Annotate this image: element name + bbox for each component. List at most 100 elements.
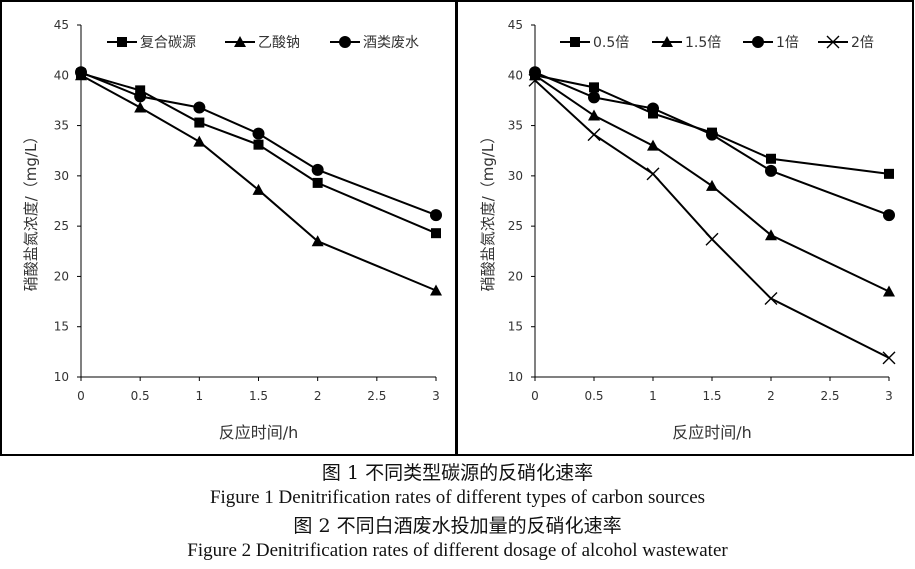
legend-label: 复合碳源 — [140, 34, 196, 51]
data-point — [430, 284, 442, 296]
legend-label: 1.5倍 — [685, 35, 721, 51]
data-point — [647, 102, 659, 115]
y-tick-label: 40 — [54, 68, 69, 82]
y-tick-label: 15 — [508, 320, 523, 334]
series-1倍 — [529, 66, 895, 222]
y-tick-label: 10 — [54, 370, 69, 384]
legend-item: 复合碳源 — [107, 34, 196, 51]
series-酒类废水 — [75, 66, 442, 222]
series-复合碳源 — [76, 68, 441, 239]
chart-1: 10 15 20 25 30 35 40 45 0 0.5 1 1.5 2 2.5 3 反应时间/h 硝酸盐氮浓… — [22, 18, 442, 442]
x-tick-label: 2 — [314, 389, 322, 403]
data-point — [134, 101, 147, 113]
chart-2: 10 15 20 25 30 35 40 45 0 0.5 1 1.5 2 2.5 3 反应时间/h 硝酸盐氮浓… — [479, 18, 896, 442]
data-point — [134, 90, 147, 103]
x-tick-label: 3 — [885, 389, 893, 403]
data-point — [252, 127, 265, 140]
data-point — [647, 139, 659, 151]
data-point — [884, 168, 894, 179]
series-乙酸钠 — [75, 69, 442, 296]
data-point — [766, 153, 776, 164]
x-tick-label: 1 — [649, 389, 657, 403]
x-tick-label: 2 — [767, 389, 775, 403]
series-line — [534, 74, 890, 293]
y-tick-label: 40 — [508, 68, 523, 82]
legend-item: 2倍 — [818, 35, 874, 51]
data-point — [587, 128, 601, 142]
legend-marker — [117, 37, 127, 47]
legend-marker — [661, 36, 673, 47]
data-point — [135, 85, 146, 96]
y-tick-label: 20 — [508, 269, 523, 283]
x-tick-label: 2.5 — [367, 389, 386, 403]
y-axis-label: 硝酸盐氮浓度/（mg/L） — [22, 129, 40, 292]
y-tick-label: 30 — [508, 169, 523, 183]
data-point — [528, 73, 542, 87]
legend-marker — [234, 36, 246, 47]
y-tick-label: 45 — [508, 18, 523, 32]
y-tick-label: 15 — [54, 320, 69, 334]
y-tick-label: 25 — [54, 219, 69, 233]
series-line — [534, 71, 890, 217]
data-point — [646, 167, 660, 181]
legend-label: 2倍 — [851, 35, 874, 51]
y-tick-label: 10 — [508, 370, 523, 384]
x-tick-label: 0.5 — [584, 389, 603, 403]
x-tick-label: 0 — [77, 389, 85, 403]
data-point — [253, 139, 264, 150]
x-tick-label: 3 — [432, 389, 440, 403]
x-tick-label: 1 — [196, 389, 204, 403]
x-tick-label: 2.5 — [820, 389, 839, 403]
y-tick-label: 35 — [54, 119, 69, 133]
data-point — [194, 117, 205, 128]
figure-2-caption-en: Figure 2 Denitrification rates of differ… — [187, 540, 728, 561]
figure-1-caption-en: Figure 1 Denitrification rates of differ… — [209, 487, 706, 508]
chart-1-frame — [0, 0, 457, 456]
legend-item: 0.5倍 — [560, 35, 629, 51]
data-point — [765, 229, 777, 241]
data-point — [765, 164, 777, 177]
data-point — [706, 179, 718, 191]
x-tick-label: 0.5 — [131, 389, 150, 403]
figure-2-caption-zh: 图 2 不同白酒废水投加量的反硝化速率 — [293, 515, 622, 537]
legend-item: 1倍 — [743, 35, 799, 51]
x-axis-label: 反应时间/h — [672, 423, 752, 442]
legend-item: 乙酸钠 — [225, 35, 300, 51]
data-point — [431, 228, 441, 239]
legend-marker — [826, 35, 840, 49]
data-point — [193, 101, 206, 114]
legend-label: 酒类废水 — [363, 35, 419, 51]
data-point — [706, 128, 718, 141]
x-axis-label: 反应时间/h — [219, 423, 299, 442]
x-tick-label: 1.5 — [702, 389, 721, 403]
data-point — [705, 232, 719, 246]
y-tick-label: 35 — [508, 119, 523, 133]
data-point — [430, 209, 442, 222]
series-0.5倍 — [530, 70, 894, 179]
data-point — [193, 135, 206, 147]
data-point — [75, 66, 87, 79]
y-axis-label: 硝酸盐氮浓度/（mg/L） — [479, 129, 497, 292]
data-point — [588, 91, 600, 104]
legend-item: 酒类废水 — [330, 35, 419, 51]
legend-label: 0.5倍 — [593, 35, 629, 51]
y-tick-label: 25 — [508, 219, 523, 233]
chart-2-frame — [456, 0, 914, 456]
y-tick-label: 30 — [54, 169, 69, 183]
legend-marker — [752, 36, 764, 48]
x-tick-label: 0 — [531, 389, 539, 403]
series-line — [80, 72, 437, 235]
y-tick-label: 20 — [54, 269, 69, 283]
legend-item: 1.5倍 — [652, 35, 721, 51]
series-line — [80, 71, 437, 217]
data-point — [252, 183, 265, 195]
legend-label: 乙酸钠 — [258, 35, 300, 51]
series-line — [534, 79, 890, 359]
series-line — [534, 74, 890, 175]
series-line — [80, 74, 437, 292]
data-point — [311, 163, 324, 176]
x-tick-label: 1.5 — [249, 389, 268, 403]
data-point — [882, 351, 896, 365]
figure-1-caption-zh: 图 1 不同类型碳源的反硝化速率 — [321, 462, 594, 484]
